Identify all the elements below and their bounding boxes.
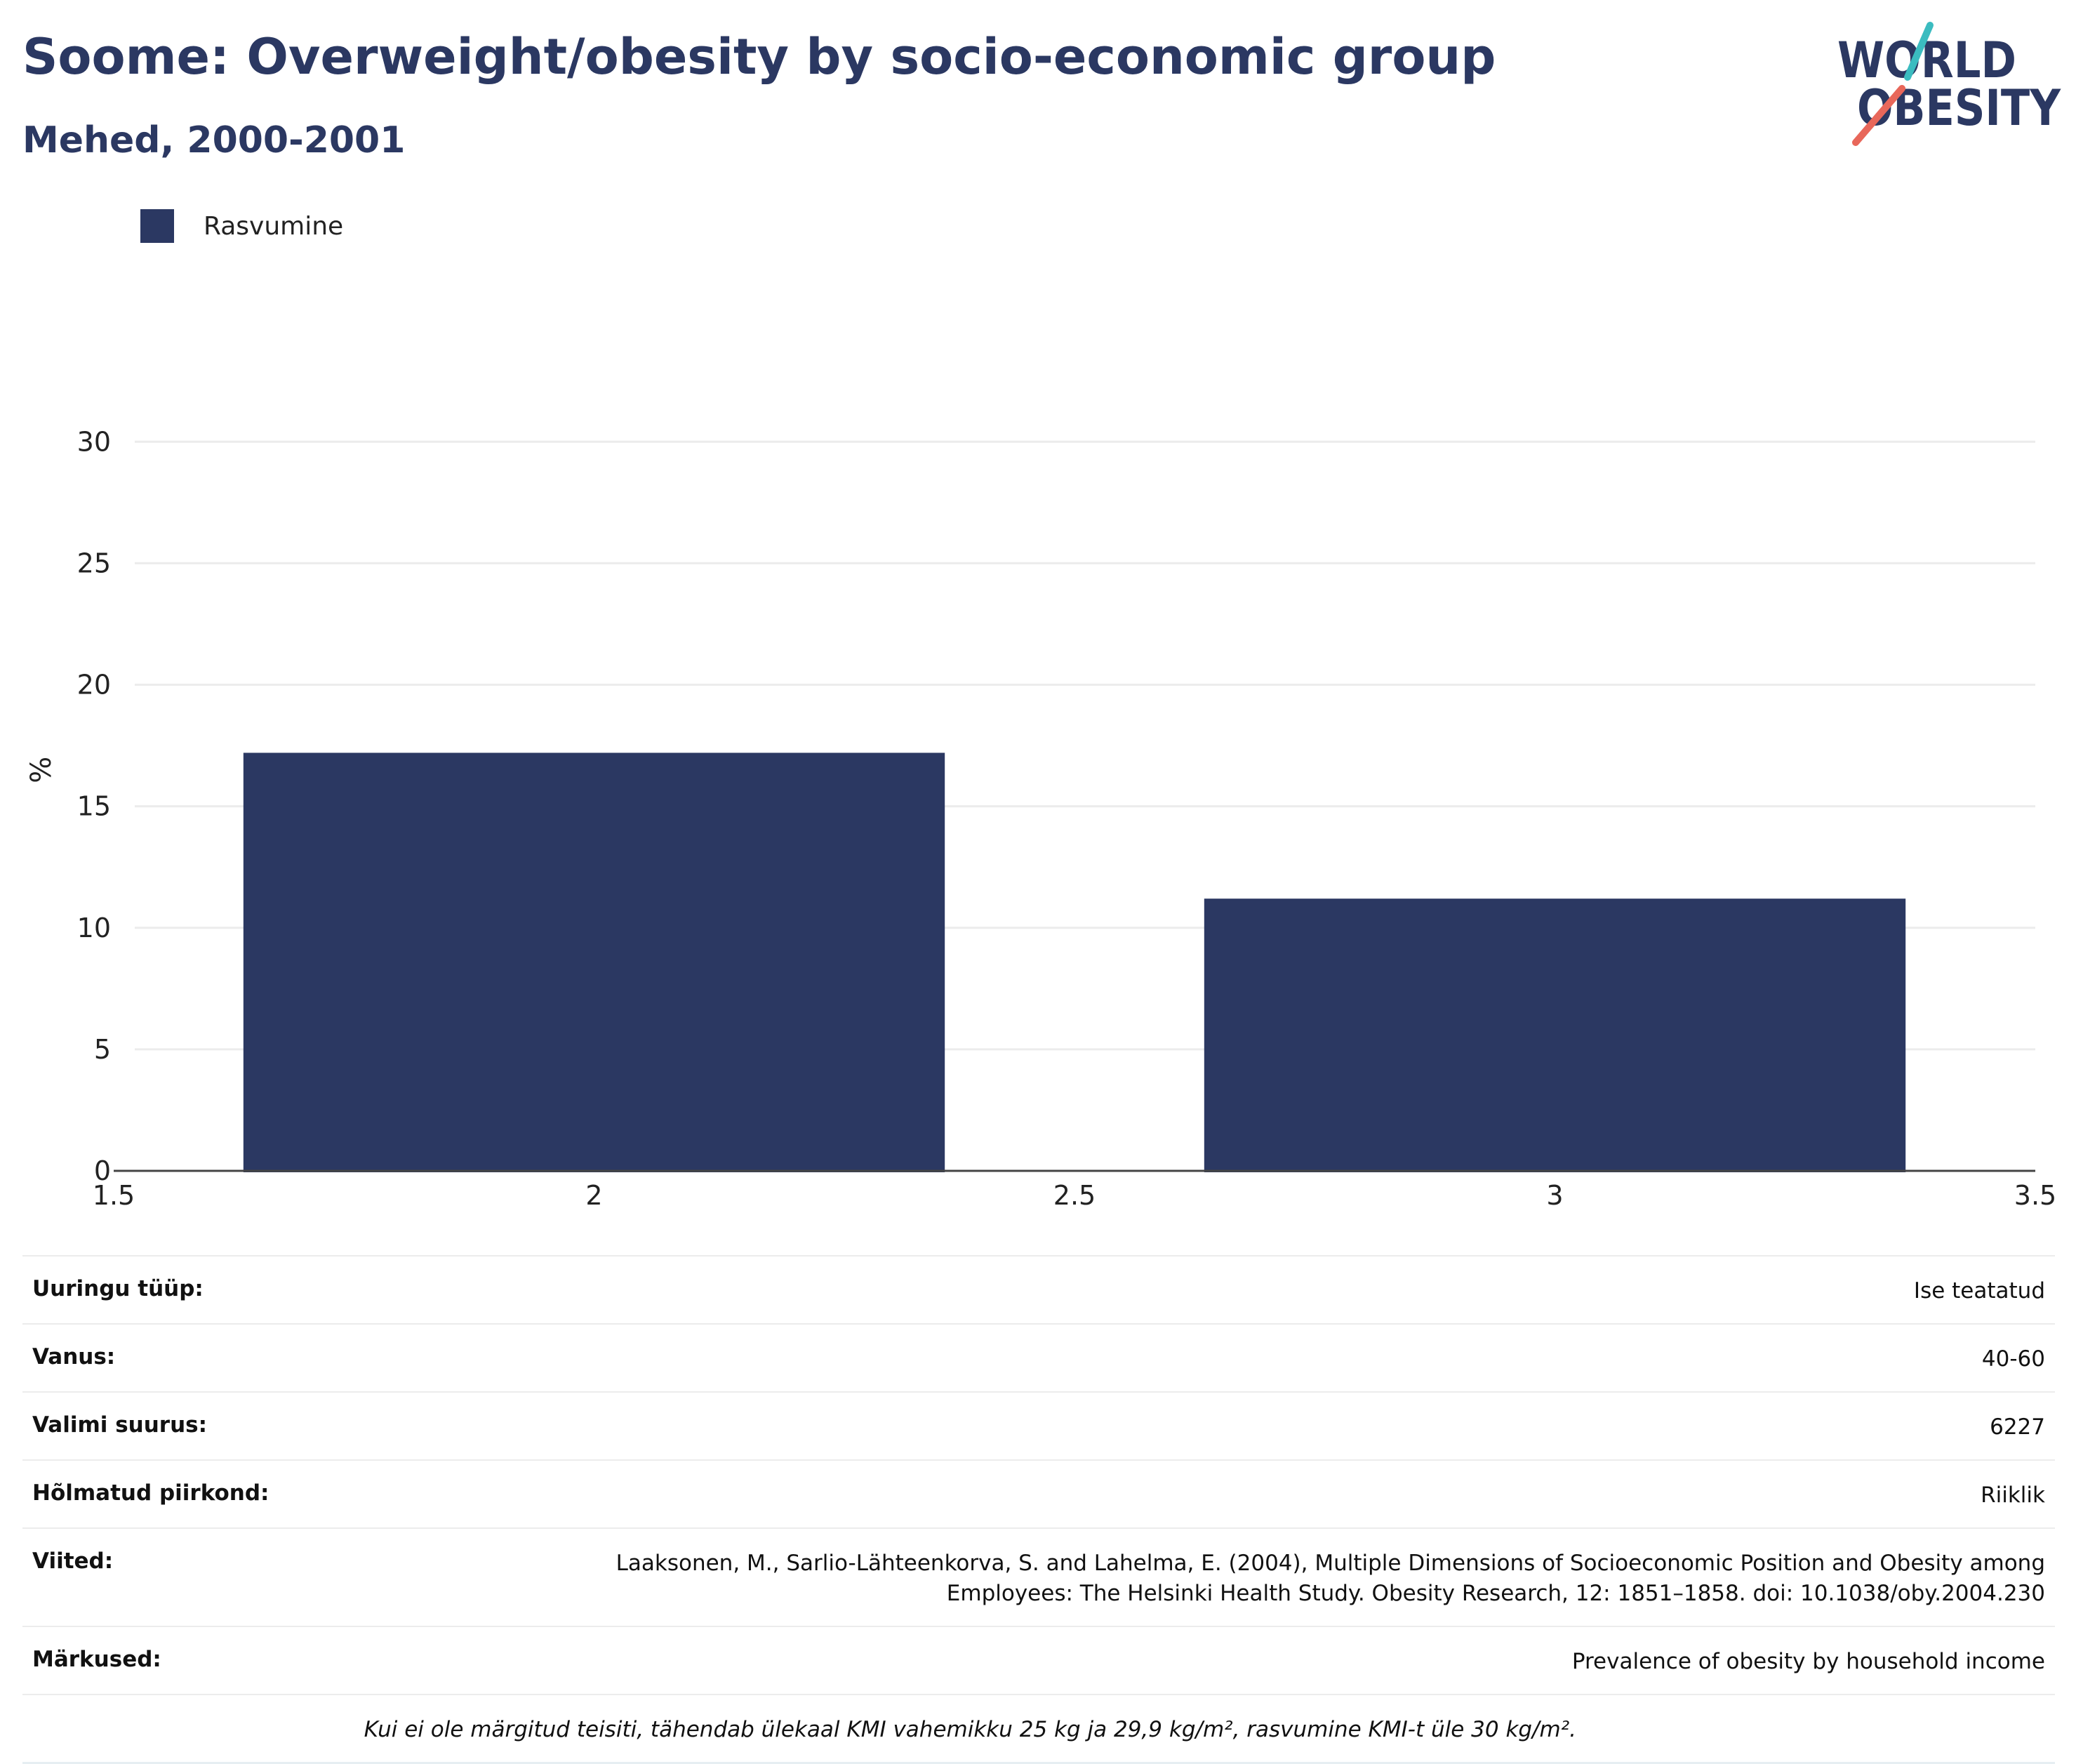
x-tick-label: 2.5	[1053, 1180, 1096, 1207]
legend-swatch-rasvumine	[140, 209, 174, 243]
table-value: Prevalence of obesity by household incom…	[1571, 1649, 2045, 1674]
y-tick-label: 30	[77, 426, 111, 457]
table-row: Hõlmatud piirkond: Riiklik	[22, 1459, 2055, 1527]
table-value: Ise teatatud	[1913, 1278, 2045, 1304]
table-value: 40-60	[1981, 1346, 2045, 1372]
bar-chart: 0 5 10 15 20 25 30 1.5 2 2.5 3 3.5%	[25, 426, 2056, 1207]
y-tick-label: 20	[77, 670, 111, 701]
table-value: Riiklik	[1981, 1483, 2045, 1508]
table-row: Viited: Laaksonen, M., Sarlio-Lähteenkor…	[22, 1527, 2055, 1626]
bar	[243, 752, 945, 1172]
chart-subtitle: Mehed, 2000-2001	[22, 119, 406, 161]
table-key: Vanus:	[32, 1344, 116, 1370]
x-tick-label: 1.5	[93, 1180, 135, 1207]
table-key: Viited:	[32, 1549, 114, 1574]
footnote: Kui ei ole märgitud teisiti, tähendab ül…	[364, 1717, 1576, 1742]
table-row: Valimi suurus: 6227	[22, 1391, 2055, 1459]
x-tick-label: 3.5	[2014, 1180, 2056, 1207]
table-value: 6227	[1990, 1414, 2045, 1440]
logo-text-obesity: OBESITY	[1857, 79, 2061, 137]
bar	[1204, 898, 1906, 1172]
y-tick-label: 25	[77, 548, 111, 578]
table-value: Laaksonen, M., Sarlio-Lähteenkorva, S. a…	[616, 1551, 2045, 1606]
table-key: Märkused:	[32, 1647, 161, 1672]
y-tick-label: 10	[77, 913, 111, 943]
x-tick-label: 3	[1546, 1180, 1563, 1207]
table-row: Uuringu tüüp: Ise teatatud	[22, 1255, 2055, 1323]
study-info-table: Uuringu tüüp: Ise teatatud Vanus: 40-60 …	[22, 1255, 2055, 1764]
table-key: Valimi suurus:	[32, 1412, 207, 1438]
y-tick-label: 0	[94, 1155, 111, 1186]
x-tick-label: 2	[585, 1180, 602, 1207]
table-row: Märkused: Prevalence of obesity by house…	[22, 1626, 2055, 1694]
logo-slash-teal	[1904, 22, 1934, 81]
table-footnote-row: Kui ei ole märgitud teisiti, tähendab ül…	[22, 1694, 2055, 1764]
table-key: Hõlmatud piirkond:	[32, 1480, 270, 1506]
world-obesity-logo: WORLD OBESITY	[1837, 22, 2061, 146]
table-row: Vanus: 40-60	[22, 1323, 2055, 1391]
y-axis-label: %	[25, 757, 58, 783]
chart-title: Soome: Overweight/obesity by socio-econo…	[22, 28, 1496, 86]
table-key: Uuringu tüüp:	[32, 1276, 204, 1301]
legend[interactable]: Rasvumine	[140, 209, 343, 243]
logo-slash-coral	[1852, 85, 1905, 146]
y-tick-label: 5	[94, 1034, 111, 1065]
y-tick-label: 15	[77, 791, 111, 822]
legend-label-rasvumine: Rasvumine	[204, 211, 344, 241]
